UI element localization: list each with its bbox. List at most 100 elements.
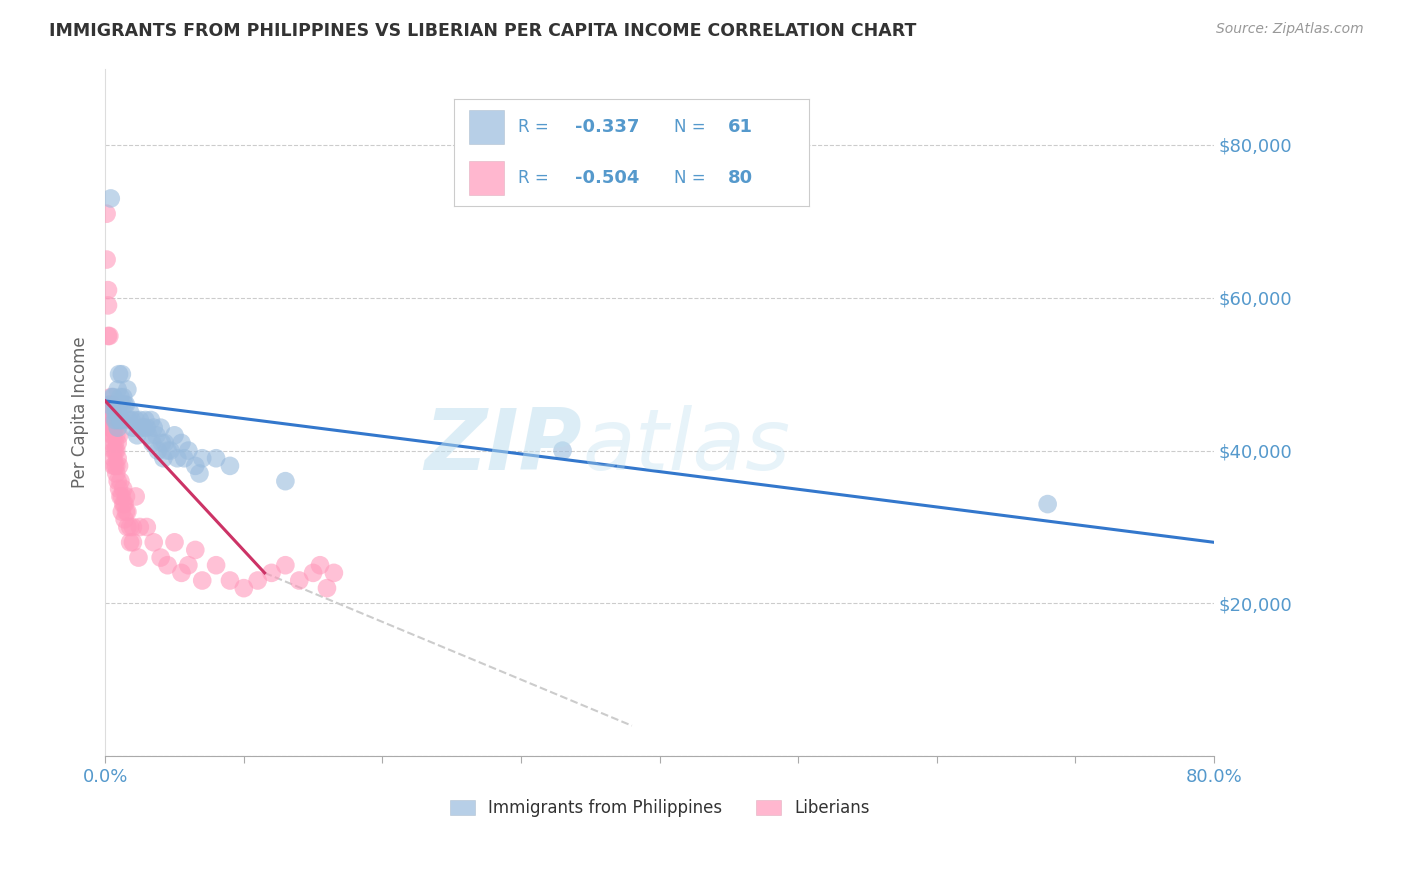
Point bbox=[117, 383, 139, 397]
Point bbox=[274, 558, 297, 573]
Point bbox=[103, 451, 125, 466]
Point bbox=[108, 398, 131, 412]
Point bbox=[103, 405, 125, 419]
Point bbox=[98, 398, 121, 412]
Text: IMMIGRANTS FROM PHILIPPINES VS LIBERIAN PER CAPITA INCOME CORRELATION CHART: IMMIGRANTS FROM PHILIPPINES VS LIBERIAN … bbox=[49, 22, 917, 40]
Point bbox=[142, 420, 165, 434]
Point bbox=[110, 474, 132, 488]
Point bbox=[117, 520, 139, 534]
Point bbox=[170, 436, 193, 450]
Point bbox=[111, 367, 134, 381]
Point bbox=[104, 413, 127, 427]
Point bbox=[288, 574, 311, 588]
Point bbox=[128, 520, 150, 534]
Point bbox=[108, 367, 131, 381]
Point bbox=[139, 413, 162, 427]
Point bbox=[103, 390, 125, 404]
Point bbox=[132, 420, 155, 434]
Point bbox=[141, 436, 163, 450]
Point bbox=[127, 550, 149, 565]
Point bbox=[114, 497, 136, 511]
Point bbox=[107, 451, 129, 466]
Point bbox=[103, 443, 125, 458]
Point bbox=[108, 428, 131, 442]
Point bbox=[96, 252, 118, 267]
Point bbox=[142, 535, 165, 549]
Point bbox=[115, 398, 138, 412]
Point bbox=[112, 390, 135, 404]
Point bbox=[97, 283, 120, 297]
Point bbox=[115, 505, 138, 519]
Point bbox=[156, 558, 179, 573]
Point bbox=[205, 558, 228, 573]
Point bbox=[117, 505, 139, 519]
Point bbox=[114, 512, 136, 526]
Point bbox=[98, 329, 121, 343]
Point bbox=[104, 405, 127, 419]
Point bbox=[107, 436, 129, 450]
Point bbox=[105, 413, 128, 427]
Y-axis label: Per Capita Income: Per Capita Income bbox=[72, 336, 89, 488]
Point bbox=[107, 420, 129, 434]
Point bbox=[163, 535, 186, 549]
Point bbox=[170, 566, 193, 580]
Point bbox=[135, 420, 157, 434]
Point bbox=[156, 443, 179, 458]
Point bbox=[120, 535, 142, 549]
Point bbox=[309, 558, 332, 573]
Point bbox=[128, 413, 150, 427]
Point bbox=[100, 420, 122, 434]
Point bbox=[107, 383, 129, 397]
Point bbox=[101, 405, 124, 419]
Point bbox=[108, 458, 131, 473]
Point bbox=[125, 413, 148, 427]
Point bbox=[173, 451, 195, 466]
Point bbox=[120, 405, 142, 419]
Point bbox=[105, 458, 128, 473]
Point bbox=[118, 413, 141, 427]
Point bbox=[260, 566, 283, 580]
Point bbox=[103, 428, 125, 442]
Point bbox=[104, 436, 127, 450]
Point bbox=[191, 574, 214, 588]
Point bbox=[100, 398, 122, 412]
Point bbox=[153, 436, 176, 450]
Point bbox=[149, 420, 172, 434]
Point bbox=[122, 535, 145, 549]
Point bbox=[112, 482, 135, 496]
Point bbox=[127, 428, 149, 442]
Point bbox=[101, 420, 124, 434]
Point bbox=[97, 298, 120, 312]
Point bbox=[100, 390, 122, 404]
Point bbox=[97, 329, 120, 343]
Point bbox=[104, 398, 127, 412]
Point bbox=[125, 490, 148, 504]
Point bbox=[121, 413, 143, 427]
Point bbox=[96, 207, 118, 221]
Point bbox=[111, 398, 134, 412]
Point bbox=[101, 390, 124, 404]
Point bbox=[150, 436, 173, 450]
Point bbox=[122, 420, 145, 434]
Point bbox=[219, 458, 242, 473]
Point bbox=[105, 398, 128, 412]
Point bbox=[105, 467, 128, 481]
Point bbox=[101, 428, 124, 442]
Point bbox=[152, 451, 174, 466]
Point bbox=[134, 413, 156, 427]
Point bbox=[115, 490, 138, 504]
Point bbox=[110, 390, 132, 404]
Point bbox=[107, 474, 129, 488]
Text: atlas: atlas bbox=[582, 405, 790, 488]
Point bbox=[108, 413, 131, 427]
Point bbox=[100, 413, 122, 427]
Point bbox=[129, 420, 152, 434]
Text: Source: ZipAtlas.com: Source: ZipAtlas.com bbox=[1216, 22, 1364, 37]
Point bbox=[322, 566, 344, 580]
Point bbox=[1036, 497, 1059, 511]
Text: ZIP: ZIP bbox=[425, 405, 582, 488]
Point bbox=[104, 458, 127, 473]
Point bbox=[104, 443, 127, 458]
Point bbox=[146, 443, 169, 458]
Point bbox=[114, 398, 136, 412]
